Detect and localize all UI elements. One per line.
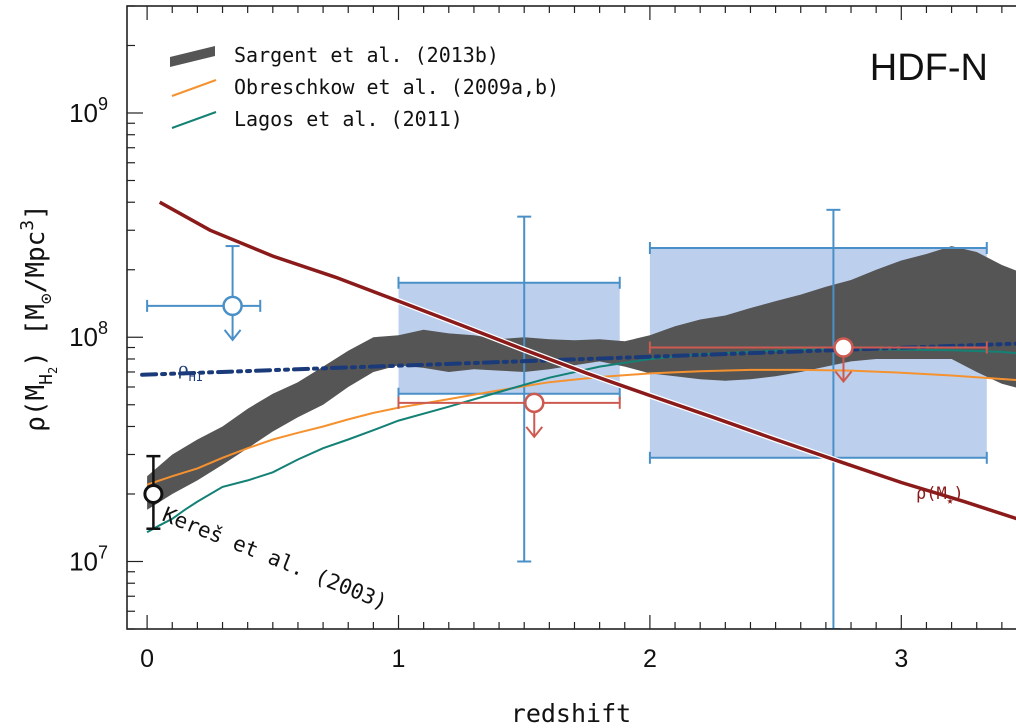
legend-item-sargent: Sargent et al. (2013b) <box>170 43 499 67</box>
red-limit-arrow-1 <box>525 426 544 439</box>
legend-swatch-sargent <box>170 46 215 67</box>
x-tick-label: 2 <box>643 645 657 673</box>
red-limit-arrow-2 <box>834 370 853 384</box>
panel-label: HDF-N <box>870 47 988 89</box>
legend-item-obreschkow: Obreschkow et al. (2009a,b) <box>171 75 559 99</box>
legend: Sargent et al. (2013b) Obreschkow et al.… <box>170 43 559 131</box>
y-tick-label: 109 <box>69 94 108 128</box>
legend-label-obreschkow: Obreschkow et al. (2009a,b) <box>234 75 559 99</box>
axis-ticks <box>127 5 1003 630</box>
blue-limit-marker <box>222 295 243 317</box>
blue-limit-arrow <box>223 329 242 342</box>
y-tick-label: 108 <box>69 318 108 352</box>
obreschkow-line <box>146 368 1016 486</box>
red-limit-marker-2 <box>833 337 854 358</box>
legend-swatch-obreschkow <box>171 79 217 97</box>
x-axis-label: redshift <box>511 699 631 728</box>
rho-star-line <box>158 200 1016 521</box>
legend-item-lagos: Lagos et al. (2011) <box>171 107 463 131</box>
keres-label: Kereš et al. (2003) <box>159 502 391 614</box>
legend-swatch-lagos <box>171 111 217 129</box>
legend-label-sargent: Sargent et al. (2013b) <box>234 43 499 67</box>
svg-text:ρ(MH2) [M⊙/Mpc3]: ρ(MH2) [M⊙/Mpc3] <box>17 204 60 432</box>
legend-label-lagos: Lagos et al. (2011) <box>234 107 463 131</box>
x-tick-label: 1 <box>392 645 406 673</box>
local-point-marker <box>143 483 164 504</box>
x-tick-label: 3 <box>894 645 908 673</box>
red-limit-marker-1 <box>524 392 545 414</box>
x-tick-label: 0 <box>140 645 154 673</box>
rho-hi-line <box>140 341 1016 377</box>
rho-hi-label: ρHI <box>178 359 203 384</box>
plot-data-layer <box>140 199 1016 629</box>
sargent-band <box>147 246 1016 510</box>
rho-star-label: ρ(M★) <box>916 484 964 507</box>
y-tick-label: 107 <box>69 542 108 576</box>
y-axis-label: ρ(MH2) [M⊙/Mpc3] <box>17 204 60 432</box>
plot-frame <box>126 5 1016 630</box>
